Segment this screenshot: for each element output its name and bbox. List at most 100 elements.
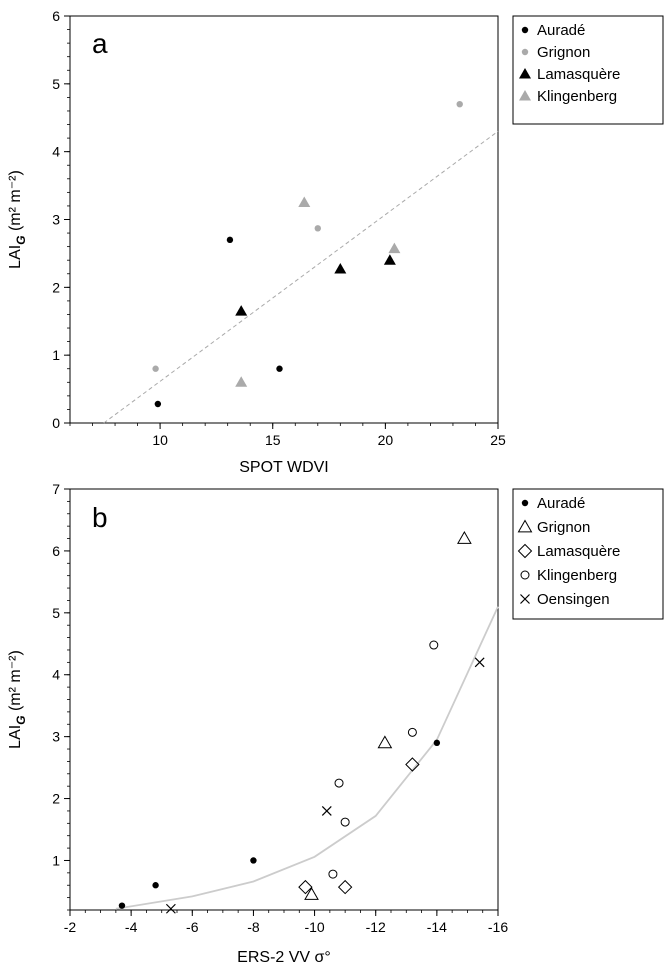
data-point	[235, 376, 248, 387]
legend-marker	[520, 570, 530, 580]
data-point	[298, 196, 311, 208]
y-axis-title: LAIG (m² m⁻²)	[7, 650, 28, 749]
legend-label: Grignon	[537, 44, 590, 61]
data-point	[165, 903, 176, 914]
data-point	[298, 879, 313, 895]
legend-marker	[521, 48, 529, 56]
y-axis-title-main: LAI	[7, 725, 24, 749]
y-axis-title-main: LAI	[7, 245, 24, 269]
y-tick-label: 5	[52, 605, 60, 621]
series-Grignon	[152, 100, 463, 372]
panel-letter: a	[92, 28, 108, 59]
data-point	[152, 365, 159, 372]
y-tick-label: 1	[52, 852, 60, 868]
series-Oensingen	[165, 657, 485, 914]
data-point	[340, 817, 350, 827]
data-point	[405, 757, 420, 772]
x-axis-title: SPOT WDVI	[239, 459, 329, 476]
x-tick-label: 20	[378, 432, 394, 448]
data-point	[226, 236, 234, 244]
x-tick-label: 10	[152, 432, 168, 448]
y-tick-label: 6	[52, 543, 60, 559]
data-point	[152, 882, 159, 889]
legend-box	[512, 488, 664, 620]
legend-marker	[521, 26, 529, 34]
data-point	[433, 739, 441, 747]
x-tick-label: -4	[125, 919, 138, 935]
legend-marker	[519, 90, 531, 101]
y-tick-label: 3	[52, 729, 60, 745]
data-point	[118, 902, 126, 909]
y-tick-label: 2	[52, 279, 60, 295]
legend-label: Lamasquère	[537, 66, 620, 83]
data-point	[250, 857, 257, 864]
plot-frame	[69, 15, 499, 424]
y-tick-label: 4	[52, 667, 60, 683]
x-tick-label: -6	[186, 919, 199, 935]
legend-label: Auradé	[537, 22, 585, 39]
data-point	[377, 735, 393, 749]
legend-label: Grignon	[537, 519, 590, 536]
plot-frame	[69, 488, 499, 911]
legend-marker	[520, 594, 530, 604]
data-point	[334, 778, 344, 788]
legend-label: Klingenberg	[537, 567, 617, 584]
data-point	[383, 254, 396, 265]
y-tick-label: 7	[52, 481, 60, 497]
y-axis-title-subscript: G	[14, 715, 28, 724]
data-point	[456, 100, 463, 108]
series-Lamasquère	[235, 254, 396, 316]
data-point	[388, 242, 401, 254]
series-Lamasquère	[298, 757, 420, 895]
x-tick-label: -8	[247, 919, 260, 935]
x-tick-label: -16	[488, 919, 508, 935]
x-tick-label: 25	[490, 432, 506, 448]
series-Auradé	[154, 236, 283, 408]
x-axis-title: ERS-2 VV σ°	[237, 949, 331, 966]
panel-letter: b	[92, 502, 108, 533]
y-axis-title-unit: (m² m⁻²)	[7, 170, 24, 235]
legend-label: Oensingen	[537, 591, 610, 608]
data-point	[321, 806, 332, 816]
data-point	[328, 869, 338, 879]
x-tick-label: -14	[427, 919, 447, 935]
data-point	[314, 225, 321, 232]
x-tick-label: 15	[265, 432, 281, 448]
data-point	[429, 640, 439, 650]
y-tick-label: 0	[52, 415, 60, 431]
data-point	[154, 400, 162, 408]
data-point	[337, 879, 353, 895]
x-tick-label: -12	[366, 919, 386, 935]
legend-marker	[519, 68, 531, 79]
legend: Auradé Grignon Lamasquère Klingenberg	[512, 15, 664, 125]
y-tick-label: 2	[52, 791, 60, 807]
y-axis-title: LAIG (m² m⁻²)	[7, 170, 28, 269]
fit-line	[115, 606, 499, 910]
legend: Auradé Grignon Lamasquère Klingenberg Oensin…	[512, 488, 664, 620]
legend-label: Klingenberg	[537, 88, 617, 105]
legend-label: Auradé	[537, 495, 585, 512]
legend-marker	[517, 543, 533, 559]
data-point	[304, 887, 319, 900]
y-tick-label: 4	[52, 144, 60, 160]
series-Klingenberg	[328, 640, 439, 879]
legend-marker	[521, 499, 529, 507]
y-tick-label: 5	[52, 76, 60, 92]
y-axis-title-unit: (m² m⁻²)	[7, 650, 24, 715]
data-point	[457, 531, 472, 544]
x-tick-label: -2	[64, 919, 77, 935]
data-point	[276, 365, 283, 372]
series-Auradé	[118, 739, 441, 909]
y-tick-label: 6	[52, 8, 60, 24]
x-tick-label: -10	[304, 919, 324, 935]
data-point	[334, 263, 347, 274]
y-tick-label: 3	[52, 212, 60, 228]
legend-box	[512, 15, 664, 125]
legend-label: Lamasquère	[537, 543, 620, 560]
y-tick-label: 1	[52, 347, 60, 363]
chart-panel-a: 10 15 20 25 0 1 2 3 4 5 6 SPOT WDVI LAIG (m² m⁻²) a Au…	[7, 8, 664, 476]
chart-panel-b: -2 -4 -6 -8 -10 -12 -14 -16 1 2 3 4 5 6 7 ERS-2 VV σ° LA…	[7, 481, 664, 966]
fit-line	[103, 130, 499, 424]
series-Grignon	[304, 531, 472, 900]
